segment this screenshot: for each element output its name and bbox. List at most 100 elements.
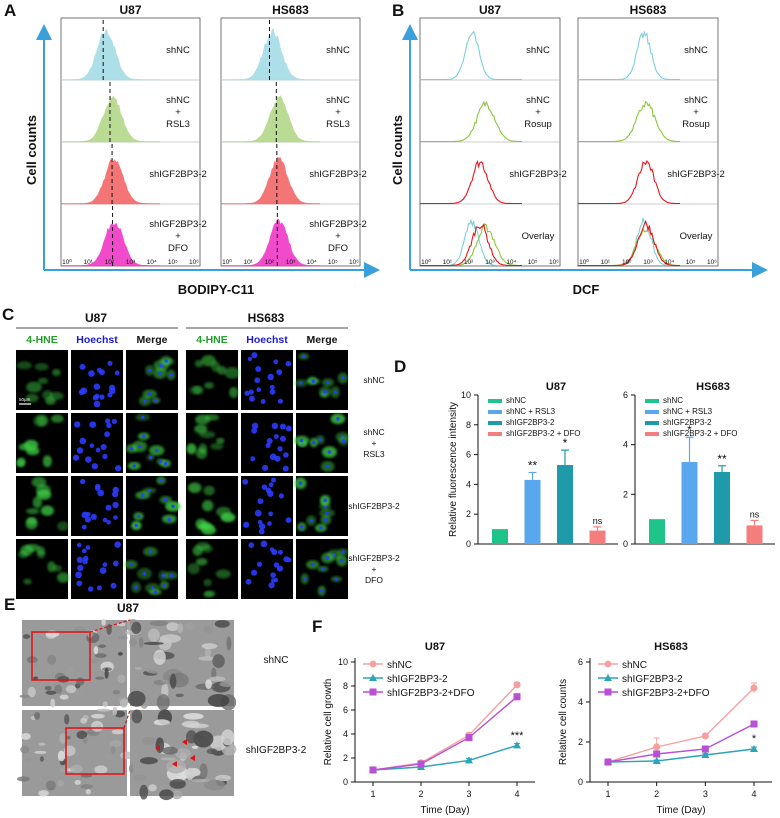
nucleus-blob: [319, 526, 323, 530]
legend-label: shNC: [387, 660, 412, 671]
tem-organelle: [139, 784, 149, 800]
tem-organelle: [186, 767, 194, 781]
tem-organelle: [190, 778, 210, 783]
nucleus-blob: [255, 366, 262, 373]
chart-title: HS683: [654, 641, 688, 653]
y-tick-label: 2: [623, 489, 628, 499]
row-label: shNC: [326, 45, 350, 56]
tem-organelle: [198, 656, 216, 661]
nucleus-blob: [106, 519, 111, 525]
chart-title: U87: [425, 641, 445, 653]
row-label: shNC: [363, 427, 384, 437]
row-label: RSL3: [363, 449, 385, 459]
x-tick-label: 10⁶: [189, 259, 199, 266]
cell-blob: [229, 387, 239, 399]
micrograph-tile: [241, 350, 293, 410]
tem-organelle: [204, 779, 226, 791]
cell-blob: [32, 496, 43, 509]
nucleus-blob: [248, 542, 255, 548]
nucleus-blob: [76, 580, 83, 587]
tem-organelle: [24, 758, 31, 763]
cell-blob: [194, 359, 204, 368]
y-axis-label: Relative cell growth: [323, 679, 334, 766]
tem-tile: [128, 709, 237, 801]
x-tick-label: 10⁰: [62, 258, 72, 266]
tem-organelle: [80, 717, 88, 724]
legend-label: shIGF2BP3-2+DFO: [387, 688, 475, 699]
nucleus-blob: [273, 562, 280, 568]
nucleus-blob: [271, 477, 277, 483]
nucleus-blob: [72, 454, 80, 461]
nucleus-blob: [285, 517, 292, 524]
channel-title: Hoechst: [246, 334, 288, 346]
y-tick-label: 0: [466, 539, 471, 549]
x-tick-label: 10⁶: [349, 259, 359, 266]
nucleus-blob: [162, 583, 167, 588]
nucleus-blob: [245, 578, 252, 585]
tem-organelle: [25, 627, 30, 634]
legend-marker: [604, 660, 612, 668]
micrograph-tile: [293, 413, 350, 473]
group-title: U87: [85, 311, 107, 325]
tem-organelle: [27, 686, 36, 698]
x-axis-label: Time (Day): [656, 805, 705, 816]
bar: [557, 465, 573, 544]
tem-organelle: [74, 779, 81, 785]
nucleus-blob: [85, 511, 91, 517]
x-tick-label: 2: [654, 789, 659, 799]
nucleus-blob: [334, 577, 339, 581]
nucleus-blob: [148, 455, 153, 460]
nucleus-blob: [261, 484, 268, 490]
tem-organelle: [83, 737, 88, 744]
row-label: RSL3: [326, 119, 350, 130]
tem-organelle: [74, 626, 86, 633]
nucleus-blob: [148, 549, 153, 554]
cell-blob: [26, 508, 40, 515]
data-point: [417, 760, 425, 768]
nucleus-blob: [276, 369, 283, 376]
tem-organelle: [85, 789, 91, 795]
tem-tile: [124, 619, 237, 711]
nucleus-blob: [141, 434, 146, 439]
tem-organelle: [59, 694, 69, 700]
tem-organelle: [118, 636, 128, 640]
y-tick-label: 0: [578, 777, 583, 787]
tem-organelle: [206, 748, 218, 755]
row-label: +: [335, 107, 341, 118]
nucleus-blob: [164, 359, 168, 363]
tem-organelle: [30, 662, 38, 669]
x-tick-label: 10²: [105, 259, 115, 266]
panel-letter-b: B: [392, 1, 404, 20]
panel-c: C U87 4-HNE Hoechst Merge 50μm HS683 4-HNE Hoech…: [2, 305, 400, 599]
nucleus-blob: [249, 395, 255, 402]
channel-title: 4-HNE: [196, 334, 228, 346]
tem-organelle: [149, 620, 169, 626]
x-tick-label: 10¹: [83, 259, 93, 266]
legend-swatch: [488, 410, 502, 414]
micrograph-tile: [186, 350, 240, 410]
x-tick-label: 10⁴: [307, 259, 317, 266]
micrograph-tile: [16, 476, 69, 536]
x-tick-label: 10²: [464, 259, 474, 266]
row-label: RSL3: [166, 119, 190, 130]
tem-organelle: [91, 720, 104, 732]
tem-organelle: [138, 636, 144, 649]
tem-organelle: [22, 634, 31, 639]
x-tick-label: 10³: [643, 259, 653, 266]
nucleus-blob: [285, 425, 292, 432]
tem-organelle: [45, 780, 56, 791]
tem-organelle: [94, 653, 107, 658]
tem-organelle: [193, 730, 214, 748]
row-label: shNC: [263, 655, 288, 666]
micrograph-tile: [124, 539, 178, 599]
nucleus-blob: [268, 582, 275, 589]
y-tick-label: 2: [343, 753, 348, 763]
y-tick-label: 0: [343, 777, 348, 787]
y-tick-label: 6: [466, 450, 471, 460]
nucleus-blob: [301, 354, 306, 359]
histogram-curve: [60, 222, 161, 267]
tem-organelle: [160, 757, 176, 761]
tem-organelle: [94, 765, 108, 774]
bar: [524, 479, 541, 544]
